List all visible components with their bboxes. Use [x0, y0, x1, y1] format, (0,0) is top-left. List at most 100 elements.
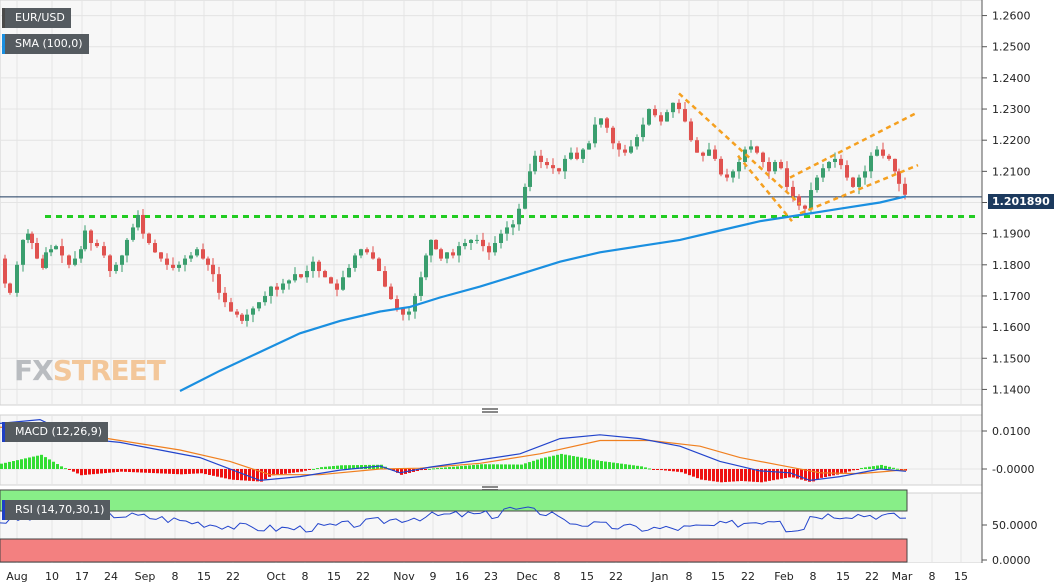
- bearish-candle: [897, 171, 901, 184]
- bearish-candle: [653, 109, 657, 116]
- bullish-candle: [593, 124, 597, 144]
- macd-histogram-bar: [4, 462, 7, 469]
- bearish-candle: [8, 283, 12, 293]
- rsi-line: [0, 506, 907, 533]
- macd-histogram-bar: [280, 469, 283, 475]
- x-tick-label: 8: [686, 570, 693, 583]
- bearish-candle: [201, 249, 205, 259]
- macd-histogram-bar: [864, 467, 867, 469]
- macd-histogram-bar: [12, 461, 15, 469]
- macd-histogram-bar: [140, 469, 143, 473]
- bullish-candle: [281, 283, 285, 290]
- macd-histogram-bar: [808, 469, 811, 482]
- macd-histogram-bar: [892, 467, 895, 469]
- bearish-candle: [147, 233, 151, 243]
- bearish-candle: [365, 249, 369, 253]
- x-tick-label: 8: [302, 570, 309, 583]
- macd-histogram-bar: [516, 464, 519, 469]
- bullish-candle: [857, 177, 861, 187]
- macd-histogram-bar: [884, 465, 887, 469]
- macd-histogram-bar: [876, 465, 879, 469]
- bullish-candle: [419, 277, 423, 296]
- macd-histogram-bar: [812, 469, 815, 482]
- macd-histogram-bar: [648, 468, 651, 470]
- macd-histogram-bar: [588, 458, 591, 469]
- x-tick-label: 8: [929, 570, 936, 583]
- macd-histogram-bar: [292, 469, 295, 473]
- macd-histogram-bar: [504, 464, 507, 469]
- macd-histogram-bar: [332, 466, 335, 469]
- macd-histogram-bar: [612, 462, 615, 469]
- bullish-candle: [445, 252, 449, 259]
- bullish-candle: [407, 311, 411, 315]
- bullish-candle: [641, 124, 645, 138]
- macd-histogram-bar: [740, 469, 743, 481]
- macd-histogram-bar: [784, 469, 787, 479]
- macd-histogram-bar: [132, 469, 135, 473]
- macd-histogram-bar: [712, 469, 715, 482]
- macd-histogram-bar: [768, 469, 771, 481]
- y-tick-label: 1.2300: [992, 103, 1031, 116]
- bearish-candle: [755, 146, 759, 153]
- macd-histogram-bar: [116, 469, 119, 473]
- bearish-candle: [89, 230, 93, 243]
- bullish-candle: [833, 158, 837, 162]
- bearish-candle: [617, 143, 621, 150]
- bearish-candle: [779, 162, 783, 169]
- bullish-candle: [863, 171, 867, 178]
- macd-tick-label: -0.0000: [992, 463, 1034, 476]
- bearish-candle: [487, 246, 491, 253]
- macd-histogram-bar: [880, 464, 883, 469]
- macd-histogram-bar: [748, 469, 751, 482]
- bullish-candle: [493, 243, 497, 253]
- x-tick-label: 22: [741, 570, 755, 583]
- bullish-candle: [511, 224, 515, 228]
- macd-histogram-bar: [664, 469, 667, 471]
- bearish-candle: [803, 205, 807, 209]
- bullish-candle: [21, 239, 25, 265]
- x-tick-label: Mar: [892, 570, 913, 583]
- macd-histogram-bar: [196, 469, 199, 474]
- y-tick-label: 1.1500: [992, 352, 1031, 365]
- macd-histogram-bar: [256, 469, 259, 482]
- x-tick-label: Jan: [651, 570, 669, 583]
- macd-histogram-bar: [640, 466, 643, 469]
- bearish-candle: [893, 158, 897, 172]
- macd-histogram-bar: [180, 469, 183, 475]
- x-tick-label: 9: [430, 570, 437, 583]
- bearish-candle: [235, 311, 239, 315]
- y-tick-label: 1.1600: [992, 321, 1031, 334]
- macd-histogram-bar: [104, 469, 107, 474]
- bullish-candle: [44, 252, 48, 268]
- macd-histogram-bar: [296, 469, 299, 473]
- bearish-candle: [335, 283, 339, 290]
- macd-histogram-bar: [800, 469, 803, 480]
- bearish-candle: [557, 168, 561, 172]
- macd-histogram-bar: [816, 469, 819, 480]
- macd-histogram-bar: [836, 469, 839, 475]
- macd-histogram-bar: [60, 466, 63, 469]
- macd-histogram-bar: [620, 463, 623, 469]
- x-tick-label: 22: [609, 570, 623, 583]
- macd-histogram-bar: [448, 467, 451, 469]
- macd-histogram-bar: [636, 465, 639, 469]
- macd-histogram-bar: [344, 465, 347, 469]
- bullish-candle: [257, 302, 261, 309]
- bearish-candle: [95, 243, 99, 247]
- macd-histogram-bar: [112, 469, 115, 473]
- bullish-candle: [563, 158, 567, 172]
- bearish-candle: [545, 162, 549, 166]
- macd-histogram-bar: [488, 464, 491, 469]
- bearish-candle: [67, 255, 71, 265]
- macd-histogram-bar: [868, 466, 871, 469]
- time-axis-background: [0, 563, 982, 587]
- bullish-candle: [413, 295, 417, 312]
- macd-histogram-bar: [124, 469, 127, 472]
- macd-histogram-bar: [224, 469, 227, 479]
- rsi-legend-label: RSI (14,70,30,1): [2, 500, 111, 520]
- macd-histogram-bar: [704, 469, 707, 481]
- bearish-candle: [785, 168, 789, 187]
- macd-histogram-bar: [52, 461, 55, 469]
- macd-histogram-bar: [260, 469, 263, 482]
- y-tick-label: 1.2200: [992, 134, 1031, 147]
